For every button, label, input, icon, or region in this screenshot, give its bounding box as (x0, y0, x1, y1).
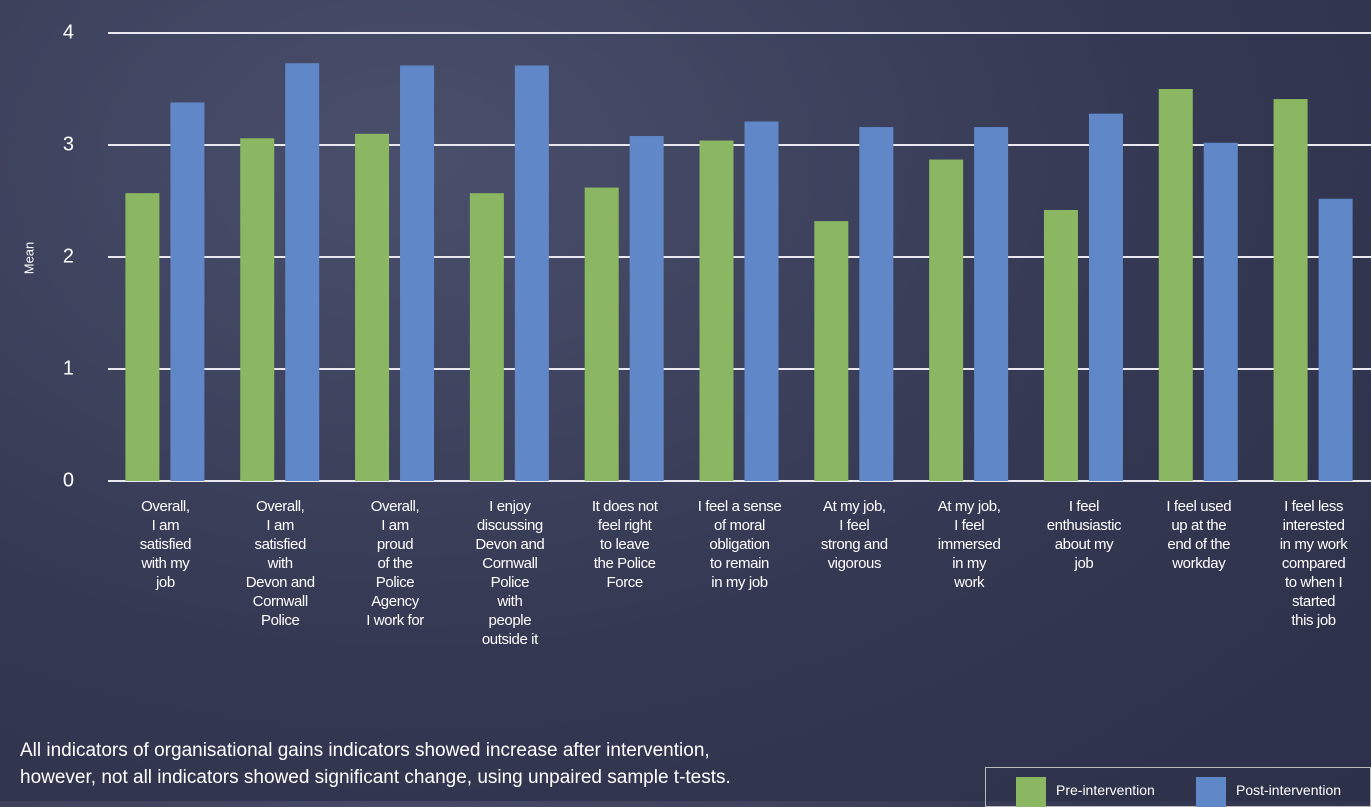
legend-swatch (1196, 777, 1226, 807)
bar (630, 136, 664, 481)
y-tick-label: 3 (63, 133, 74, 155)
legend: Pre-intervention Post-intervention (985, 767, 1371, 807)
bar (470, 193, 504, 481)
x-tick-label: I feel used up at the end of the workday (1143, 497, 1255, 573)
x-tick-label: I feel less interested in my work compar… (1258, 497, 1370, 630)
bar (515, 65, 549, 481)
bar (125, 193, 159, 481)
chart: Mean 0 1 2 3 4 (0, 0, 1371, 801)
bar (814, 221, 848, 481)
bar (1204, 143, 1238, 481)
bar (1089, 114, 1123, 481)
x-tick-label: Overall, I am proud of the Police Agency… (339, 497, 451, 630)
y-tick-label: 0 (63, 469, 74, 491)
x-tick-label: At my job, I feel immersed in my work (913, 497, 1025, 592)
bar (355, 134, 389, 481)
bar (585, 188, 619, 481)
bar (929, 160, 963, 481)
x-tick-label: I enjoy discussing Devon and Cornwall Po… (454, 497, 566, 649)
legend-label: Post-intervention (1236, 782, 1341, 798)
bar (1274, 99, 1308, 481)
bar (974, 127, 1008, 481)
note: All indicators of organisational gains i… (20, 740, 710, 762)
y-tick-label: 1 (63, 357, 74, 379)
bar (285, 63, 319, 481)
x-tick-label: Overall, I am satisfied with my job (109, 497, 221, 592)
y-tick-label: 2 (63, 245, 74, 267)
legend-swatch (1016, 777, 1046, 807)
bar (1044, 210, 1078, 481)
note: however, not all indicators showed signi… (20, 767, 731, 789)
bar (400, 65, 434, 481)
bar (170, 102, 204, 481)
y-axis-label: Mean (21, 242, 36, 275)
x-tick-label: It does not feel right to leave the Poli… (569, 497, 681, 592)
y-tick-label: 4 (63, 21, 74, 43)
bar (859, 127, 893, 481)
x-tick-label: At my job, I feel strong and vigorous (798, 497, 910, 573)
bar (240, 138, 274, 481)
bar (1319, 199, 1353, 481)
x-tick-label: Overall, I am satisfied with Devon and C… (224, 497, 336, 630)
bar (1159, 89, 1193, 481)
bar (745, 121, 779, 481)
legend-label: Pre-intervention (1056, 782, 1155, 798)
x-tick-label: I feel enthusiastic about my job (1028, 497, 1140, 573)
page: {"chart_data": {"type": "bar", "y_label"… (0, 0, 1371, 801)
bar (700, 141, 734, 481)
x-tick-label: I feel a sense of moral obligation to re… (684, 497, 796, 592)
